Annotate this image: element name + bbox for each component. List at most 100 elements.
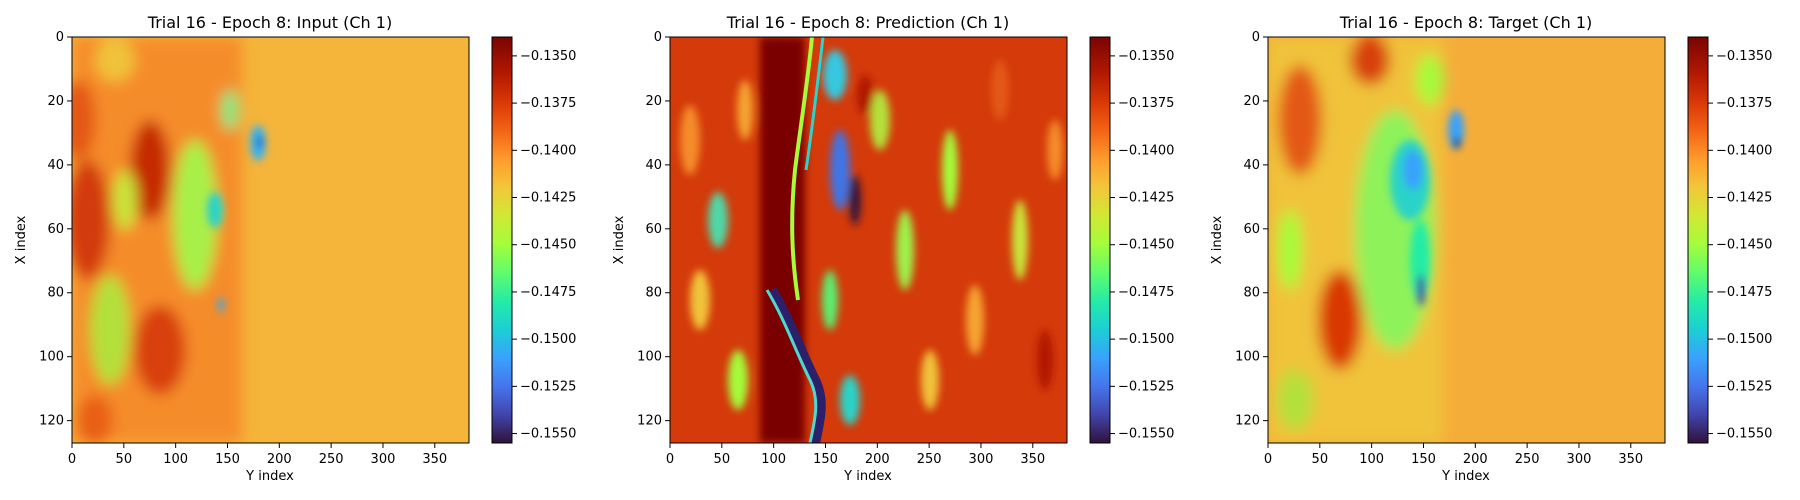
- x-tick-label: 350: [1618, 452, 1643, 467]
- x-tick-label: 150: [1411, 452, 1436, 467]
- colorbar-tick-label: −0.1425: [520, 191, 576, 206]
- x-tick-label: 0: [666, 452, 674, 467]
- colorbar-ticks: −0.1350 −0.1375 −0.1400 −0.1425 −0.1450 −0.14…: [1708, 49, 1772, 442]
- y-tick-label: 40: [645, 158, 662, 173]
- y-tick-label: 80: [645, 286, 662, 301]
- y-tick-label: 0: [56, 30, 64, 45]
- chart-title: Trial 16 - Epoch 8: Target (Ch 1): [1339, 13, 1592, 32]
- x-tick-label: 350: [1020, 452, 1045, 467]
- panel-input: Trial 16 - Epoch 8: Input (Ch 1): [14, 13, 576, 484]
- colorbar: [1687, 36, 1709, 444]
- x-axis-label: Y index: [843, 469, 892, 484]
- colorbar-tick-label: −0.1475: [1118, 285, 1174, 300]
- colorbar-tick-label: −0.1375: [520, 96, 576, 111]
- x-tick-label: 0: [68, 452, 76, 467]
- colorbar-tick-label: −0.1450: [1118, 238, 1174, 253]
- y-tick-label: 60: [1243, 222, 1260, 237]
- colorbar-tick-label: −0.1475: [1716, 285, 1772, 300]
- y-tick-label: 100: [39, 350, 64, 365]
- colorbar-ticks: −0.1350 −0.1375 −0.1400 −0.1425 −0.1450 −0.14…: [1110, 49, 1174, 442]
- x-axis: 0 50 100 150 200 250 300 350: [68, 443, 447, 467]
- x-tick-label: 300: [1567, 452, 1592, 467]
- y-axis-label: X index: [14, 215, 29, 264]
- y-tick-label: 100: [637, 350, 662, 365]
- colorbar-tick-label: −0.1475: [520, 285, 576, 300]
- colorbar-tick-label: −0.1500: [1716, 332, 1772, 347]
- x-tick-label: 350: [422, 452, 447, 467]
- colorbar-tick-label: −0.1450: [1716, 238, 1772, 253]
- y-tick-label: 20: [1243, 94, 1260, 109]
- colorbar-tick-label: −0.1525: [1716, 379, 1772, 394]
- chart-title: Trial 16 - Epoch 8: Prediction (Ch 1): [726, 13, 1009, 32]
- colorbar-tick-label: −0.1525: [1118, 379, 1174, 394]
- colorbar-tick-label: −0.1400: [520, 143, 576, 158]
- y-tick-label: 20: [47, 94, 64, 109]
- x-axis-label: Y index: [1441, 469, 1490, 484]
- panel-prediction: Trial 16 - Epoch 8: Prediction (Ch 1): [612, 13, 1174, 484]
- x-tick-label: 250: [319, 452, 344, 467]
- y-tick-label: 60: [645, 222, 662, 237]
- chart-title: Trial 16 - Epoch 8: Input (Ch 1): [147, 13, 392, 32]
- y-axis: 0 20 40 60 80 100 120: [39, 30, 72, 429]
- y-tick-label: 40: [47, 158, 64, 173]
- heatmap-image: [670, 37, 1067, 443]
- y-tick-label: 40: [1243, 158, 1260, 173]
- x-tick-label: 0: [1264, 452, 1272, 467]
- y-axis-label: X index: [612, 215, 627, 264]
- x-axis: 0 50 100 150 200 250 300 350: [1264, 443, 1643, 467]
- x-tick-label: 100: [1359, 452, 1384, 467]
- colorbar-tick-label: −0.1425: [1716, 191, 1772, 206]
- x-tick-label: 50: [714, 452, 731, 467]
- x-tick-label: 200: [1463, 452, 1488, 467]
- y-tick-label: 60: [47, 222, 64, 237]
- colorbar: [1089, 36, 1111, 444]
- colorbar-tick-label: −0.1550: [1118, 427, 1174, 442]
- x-tick-label: 200: [267, 452, 292, 467]
- colorbar-tick-label: −0.1400: [1118, 143, 1174, 158]
- y-tick-label: 80: [47, 286, 64, 301]
- colorbar-tick-label: −0.1350: [1716, 49, 1772, 64]
- colorbar-tick-label: −0.1550: [1716, 427, 1772, 442]
- y-tick-label: 120: [637, 414, 662, 429]
- x-axis: 0 50 100 150 200 250 300 350: [666, 443, 1045, 467]
- x-tick-label: 250: [917, 452, 942, 467]
- heatmap-image: [72, 37, 469, 443]
- y-axis: 0 20 40 60 80 100 120: [637, 30, 670, 429]
- y-tick-label: 0: [1252, 30, 1260, 45]
- colorbar-tick-label: −0.1500: [1118, 332, 1174, 347]
- colorbar-tick-label: −0.1525: [520, 379, 576, 394]
- y-axis: 0 20 40 60 80 100 120: [1235, 30, 1268, 429]
- x-tick-label: 50: [116, 452, 133, 467]
- colorbar-tick-label: −0.1500: [520, 332, 576, 347]
- x-tick-label: 50: [1312, 452, 1329, 467]
- colorbar-tick-label: −0.1400: [1716, 143, 1772, 158]
- x-tick-label: 150: [813, 452, 838, 467]
- heatmap-image: [1268, 37, 1665, 443]
- x-tick-label: 300: [969, 452, 994, 467]
- y-tick-label: 120: [1235, 414, 1260, 429]
- colorbar-tick-label: −0.1350: [520, 49, 576, 64]
- colorbar-tick-label: −0.1425: [1118, 191, 1174, 206]
- x-tick-label: 200: [865, 452, 890, 467]
- y-tick-label: 0: [654, 30, 662, 45]
- y-tick-label: 20: [645, 94, 662, 109]
- colorbar-ticks: −0.1350 −0.1375 −0.1400 −0.1425 −0.1450 −0.14…: [512, 49, 576, 442]
- x-tick-label: 150: [215, 452, 240, 467]
- colorbar-tick-label: −0.1550: [520, 427, 576, 442]
- x-tick-label: 100: [163, 452, 188, 467]
- x-tick-label: 250: [1515, 452, 1540, 467]
- y-tick-label: 80: [1243, 286, 1260, 301]
- panel-target: Trial 16 - Epoch 8: Target (Ch 1): [1210, 13, 1772, 484]
- y-tick-label: 120: [39, 414, 64, 429]
- colorbar: [491, 36, 513, 444]
- colorbar-tick-label: −0.1375: [1118, 96, 1174, 111]
- y-tick-label: 100: [1235, 350, 1260, 365]
- colorbar-tick-label: −0.1450: [520, 238, 576, 253]
- x-axis-label: Y index: [245, 469, 294, 484]
- x-tick-label: 100: [761, 452, 786, 467]
- x-tick-label: 300: [371, 452, 396, 467]
- y-axis-label: X index: [1210, 215, 1225, 264]
- colorbar-tick-label: −0.1375: [1716, 96, 1772, 111]
- colorbar-tick-label: −0.1350: [1118, 49, 1174, 64]
